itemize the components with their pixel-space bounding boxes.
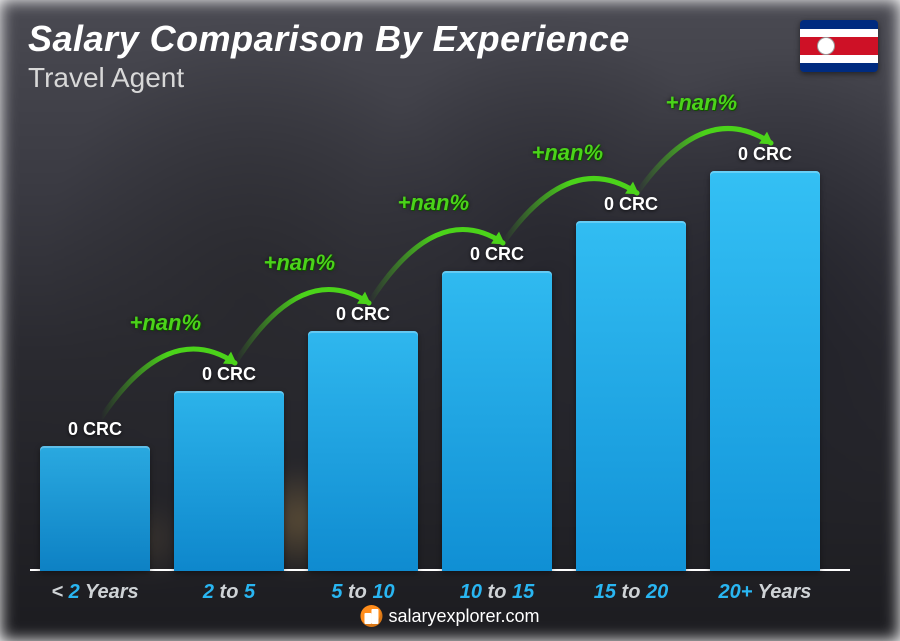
x-axis-category-label: 20+ Years: [688, 581, 842, 604]
chart-container: Salary Comparison By Experience Travel A…: [0, 0, 900, 641]
title-block: Salary Comparison By Experience Travel A…: [28, 18, 630, 94]
attribution-text: salaryexplorer.com: [388, 606, 539, 627]
chart-title: Salary Comparison By Experience: [28, 18, 630, 60]
bar: 0 CRC2 to 5: [174, 364, 284, 571]
bar-rect: [442, 271, 552, 571]
bar: 0 CRC< 2 Years: [40, 419, 150, 571]
x-axis-category-label: 5 to 10: [286, 581, 440, 604]
bar-rect: [710, 171, 820, 571]
bar-value-label: 0 CRC: [604, 194, 658, 215]
x-axis-category-label: < 2 Years: [18, 581, 172, 604]
bar-value-label: 0 CRC: [336, 304, 390, 325]
country-flag-icon: [800, 20, 878, 72]
bar-rect: [174, 391, 284, 571]
bar-value-label: 0 CRC: [202, 364, 256, 385]
bar-value-label: 0 CRC: [68, 419, 122, 440]
x-axis-category-label: 10 to 15: [420, 581, 574, 604]
x-axis-category-label: 2 to 5: [152, 581, 306, 604]
increase-label: +nan%: [130, 310, 202, 336]
increase-label: +nan%: [398, 190, 470, 216]
x-axis-category-label: 15 to 20: [554, 581, 708, 604]
bar-rect: [40, 446, 150, 571]
attribution: salaryexplorer.com: [360, 605, 539, 627]
increase-label: +nan%: [532, 140, 604, 166]
logo-icon: [360, 605, 382, 627]
bar: 0 CRC20+ Years: [710, 144, 820, 571]
bar-rect: [576, 221, 686, 571]
bar-value-label: 0 CRC: [470, 244, 524, 265]
bar: 0 CRC5 to 10: [308, 304, 418, 571]
bar-value-label: 0 CRC: [738, 144, 792, 165]
bar: 0 CRC15 to 20: [576, 194, 686, 571]
bar-rect: [308, 331, 418, 571]
increase-label: +nan%: [264, 250, 336, 276]
chart-subtitle: Travel Agent: [28, 62, 630, 94]
bar-chart: 0 CRC< 2 Years0 CRC2 to 50 CRC5 to 100 C…: [40, 106, 840, 571]
bar: 0 CRC10 to 15: [442, 244, 552, 571]
increase-label: +nan%: [666, 90, 738, 116]
